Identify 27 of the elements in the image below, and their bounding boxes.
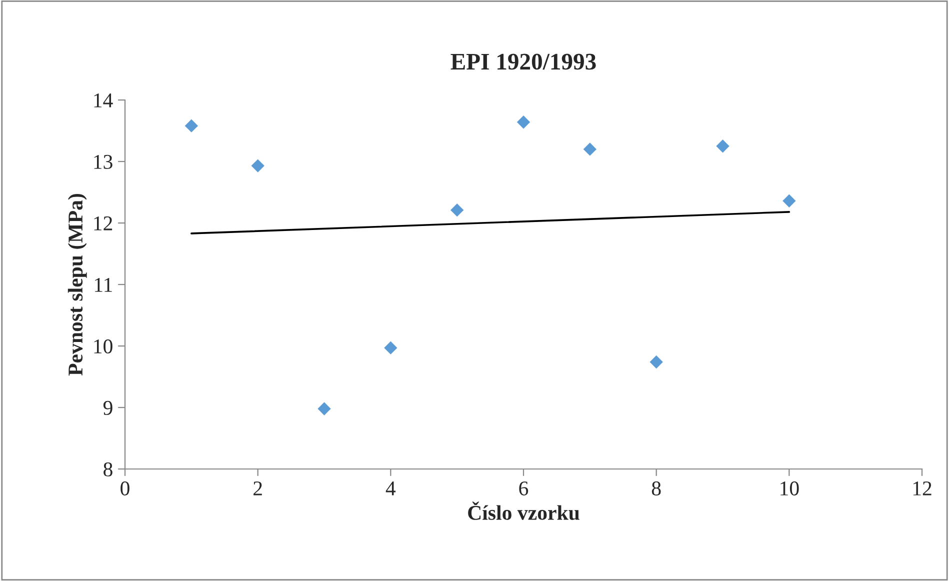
- y-tick-label: 10: [94, 339, 112, 354]
- y-tick-label: 13: [94, 154, 112, 169]
- point: [516, 116, 530, 129]
- point: [318, 402, 331, 416]
- y-tick-label: 9: [103, 400, 112, 415]
- y-tick-label: 11: [94, 278, 112, 292]
- x-tick-label: 0: [120, 481, 130, 496]
- point: [782, 194, 796, 208]
- y-tick-label: 8: [104, 462, 112, 476]
- point: [583, 142, 597, 156]
- chart-title: EPI 1920/1993: [450, 54, 596, 70]
- x-tick-label: 10: [780, 481, 799, 496]
- point: [716, 140, 730, 153]
- x-tick-label: 4: [386, 482, 396, 496]
- y-tick-label: 14: [94, 93, 113, 108]
- y-tick-label: 12: [94, 216, 112, 230]
- y-axis-title: Pevnost slepu (MPa): [68, 194, 87, 376]
- point: [450, 203, 464, 217]
- x-tick-label: 2: [254, 481, 262, 496]
- x-tick-label: 8: [652, 481, 661, 496]
- x-axis-title: Číslo vzorku: [468, 502, 580, 520]
- point: [251, 159, 264, 172]
- x-tick-label: 12: [913, 481, 932, 496]
- x-tick-label: 6: [519, 481, 528, 496]
- point: [184, 119, 198, 132]
- point: [384, 341, 398, 354]
- point: [650, 355, 663, 369]
